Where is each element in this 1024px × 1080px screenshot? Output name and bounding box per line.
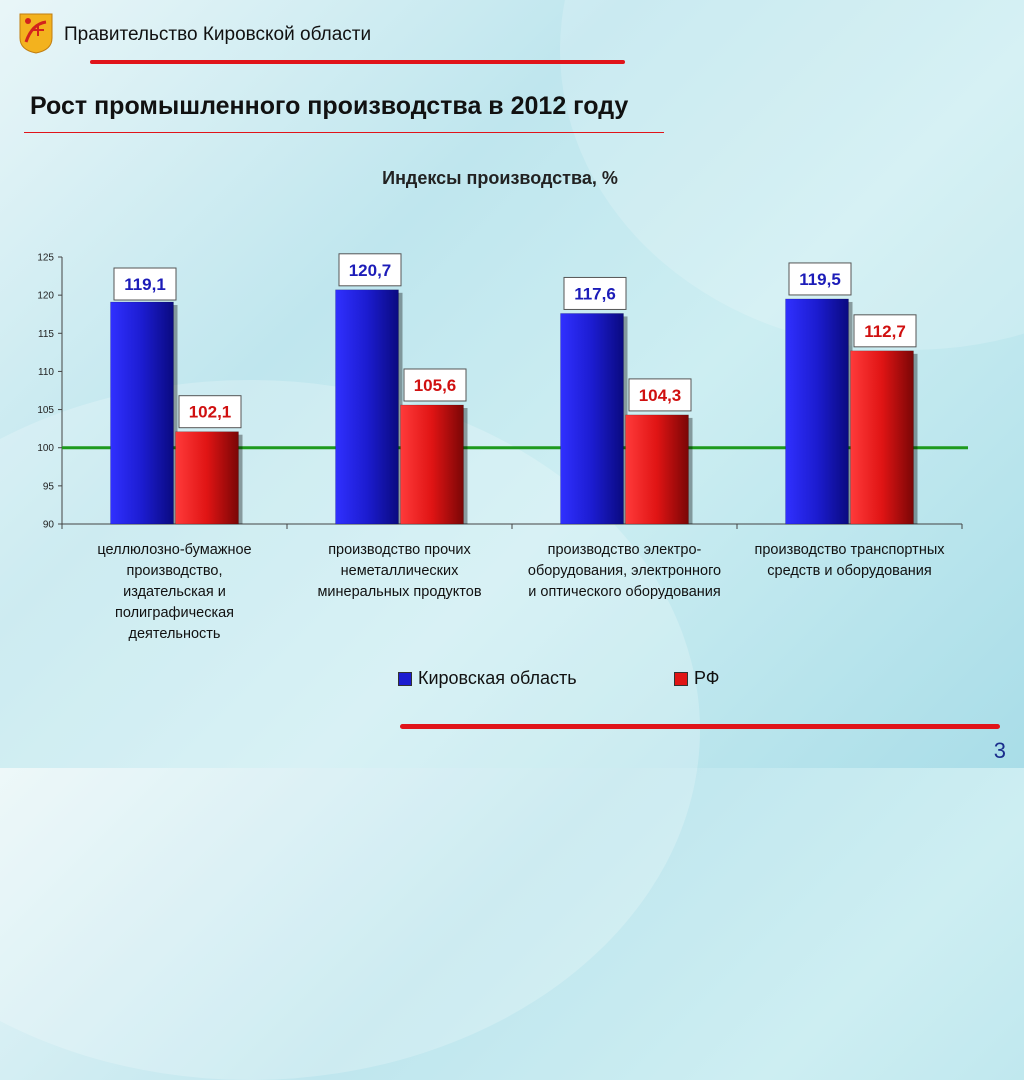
bar-kirov <box>335 289 399 525</box>
y-tick-label: 125 <box>37 253 54 264</box>
data-label: 102,1 <box>189 403 232 422</box>
bar-kirov <box>110 301 174 525</box>
data-label: 112,7 <box>864 322 906 341</box>
bar-rf <box>850 350 914 525</box>
bar-chart: 90 95 100 105 110 115 120 125 119,1 102,1 120,7 105… <box>37 253 968 531</box>
data-label-box <box>338 253 402 287</box>
page-number: 3 <box>993 738 1006 763</box>
data-label-box <box>113 267 177 301</box>
y-tick-label: 95 <box>43 481 55 492</box>
data-label: 119,1 <box>124 275 166 294</box>
bar-kirov <box>560 313 624 525</box>
bar-rf <box>625 414 689 525</box>
y-tick-label: 120 <box>37 291 54 302</box>
legend-label-rf: РФ <box>694 668 720 688</box>
x-category-label: производство прочих неметаллических мине… <box>317 542 482 600</box>
data-label: 120,7 <box>349 261 392 280</box>
y-tick-label: 105 <box>37 405 54 416</box>
footer-divider <box>400 724 1000 729</box>
x-category-label: производство электро-оборудования, элект… <box>527 542 722 600</box>
coat-of-arms-icon <box>19 13 53 54</box>
data-label-box <box>628 378 692 412</box>
bar-rf <box>175 431 239 525</box>
legend-item-kirov: Кировская область <box>398 668 577 689</box>
y-tick-label: 100 <box>37 443 54 454</box>
data-label-box <box>403 368 467 402</box>
data-label-box <box>788 262 852 296</box>
page-title: Рост промышленного производства в 2012 г… <box>30 92 629 120</box>
legend-label-kirov: Кировская область <box>418 668 577 688</box>
organization-name: Правительство Кировской области <box>64 24 372 45</box>
data-label-box <box>563 276 627 310</box>
data-label-box <box>178 395 242 429</box>
legend-swatch-kirov <box>398 671 412 686</box>
y-tick-label: 115 <box>38 329 54 340</box>
legend-swatch-rf <box>674 671 688 686</box>
bar-rf <box>400 404 464 525</box>
bar-kirov <box>785 298 849 525</box>
data-label: 104,3 <box>639 386 682 405</box>
y-tick-label: 110 <box>38 367 54 378</box>
chart-title: Индексы производства, % <box>382 168 618 188</box>
data-label-box <box>853 314 917 348</box>
header-divider <box>90 60 625 64</box>
y-tick-label: 90 <box>43 520 55 531</box>
x-category-label: целлюлозно-бумажное производство, издате… <box>97 542 252 642</box>
data-label: 119,5 <box>799 270 841 289</box>
title-underline <box>24 132 664 133</box>
legend-item-rf: РФ <box>674 668 720 689</box>
x-category-label: производство транспортных средств и обор… <box>754 542 945 579</box>
data-label: 105,6 <box>414 376 457 395</box>
data-label: 117,6 <box>574 284 616 303</box>
